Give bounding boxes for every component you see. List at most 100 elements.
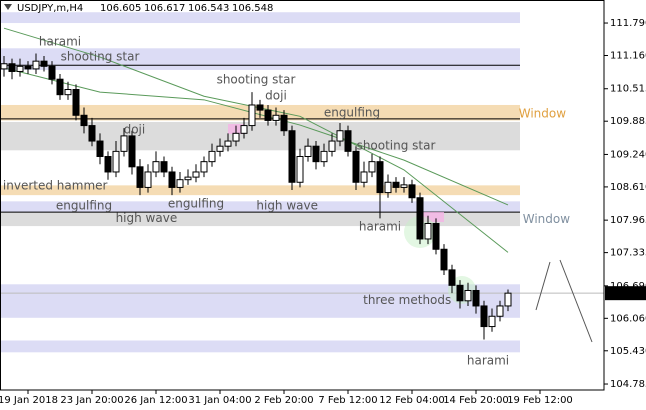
y-tick-label: 105.430: [610, 346, 646, 357]
x-tick-label: 14 Feb 20:00: [443, 395, 509, 406]
candle-body: [232, 132, 240, 142]
zone: [0, 284, 520, 318]
candle-body: [272, 114, 280, 121]
candle-body: [200, 161, 208, 173]
candle-body: [216, 145, 224, 152]
annotation: Window: [523, 212, 571, 226]
zone: [0, 48, 520, 70]
x-tick-label: 19 Jan 2018: [0, 395, 58, 406]
candle-body: [32, 60, 40, 70]
annotation: shooting star: [61, 50, 140, 64]
candle-body: [304, 145, 312, 158]
candle-body: [80, 114, 88, 127]
candle-body: [360, 171, 368, 183]
candle-body: [448, 269, 456, 286]
candle-body: [96, 140, 104, 158]
annotation: inverted hammer: [3, 178, 108, 192]
candle-body: [40, 60, 48, 67]
annotation: Window: [519, 107, 567, 121]
annotation: engulfing: [168, 196, 224, 210]
candle-body: [480, 305, 488, 328]
x-tick-label: 19 Feb 12:00: [507, 395, 573, 406]
candle-body: [296, 156, 304, 183]
candle-body: [0, 63, 8, 70]
candle-body: [184, 176, 192, 181]
candle-body: [504, 292, 512, 307]
candle-body: [128, 135, 136, 168]
candle-body: [376, 161, 384, 194]
candle-body: [440, 248, 448, 271]
candle-body: [56, 78, 64, 96]
candle-body: [336, 130, 344, 142]
candle-body: [88, 125, 96, 142]
candle-body: [288, 130, 296, 183]
candle-body: [432, 222, 440, 250]
candle-body: [352, 150, 360, 183]
candle-body: [72, 89, 80, 116]
candle-body: [240, 125, 248, 134]
annotation: high wave: [116, 211, 178, 225]
projection: [535, 261, 551, 311]
annotation: high wave: [256, 198, 318, 212]
candle-body: [208, 150, 216, 163]
candle-body: [344, 130, 352, 152]
annotation: harami: [359, 220, 401, 234]
x-tick-label: 2 Feb 20:00: [254, 395, 313, 406]
candle-body: [496, 305, 504, 317]
price-label: 106.548: [609, 288, 646, 299]
x-tick-label: 26 Jan 12:00: [124, 395, 187, 406]
candle-body: [24, 65, 32, 70]
candle-body: [104, 156, 112, 173]
annotation: three methods: [363, 293, 451, 307]
annotation: shooting star: [217, 73, 296, 87]
candle-body: [424, 222, 432, 240]
candle-body: [400, 184, 408, 188]
candle-body: [192, 171, 200, 178]
zone: [0, 12, 520, 24]
header-value: 106.548: [232, 3, 273, 14]
x-tick-label: 7 Feb 12:00: [318, 395, 377, 406]
y-tick-label: 109.240: [610, 149, 646, 160]
candles: [0, 53, 512, 340]
candle-body: [152, 161, 160, 173]
annotation: engulfing: [56, 198, 112, 212]
annotation: harami: [39, 35, 81, 49]
y-tick-label: 106.060: [610, 313, 646, 324]
candle-body: [136, 166, 144, 188]
y-tick-label: 109.885: [610, 116, 646, 127]
y-tick-label: 107.965: [610, 215, 646, 226]
projection: [559, 259, 593, 343]
y-tick-label: 110.515: [610, 84, 646, 95]
header-values: 106.605 106.617 106.543 106.548: [100, 3, 273, 14]
zone: [0, 185, 520, 196]
y-tick-label: 111.790: [610, 18, 646, 29]
header-value: 106.543: [188, 3, 229, 14]
candle-body: [408, 184, 416, 199]
pattern-highlight: [418, 212, 444, 222]
annotation: shooting star: [357, 139, 436, 153]
zone: [0, 201, 520, 213]
x-tick-label: 12 Feb 04:00: [379, 395, 445, 406]
candle-body: [176, 179, 184, 188]
candle-body: [224, 140, 232, 147]
y-tick-label: 104.785: [610, 379, 646, 390]
candle-body: [280, 114, 288, 132]
candle-body: [328, 140, 336, 152]
candle-body: [368, 161, 376, 173]
candle-body: [456, 284, 464, 302]
candle-body: [112, 150, 120, 173]
candle-body: [464, 289, 472, 302]
candle-body: [168, 171, 176, 188]
candle-body: [64, 89, 72, 96]
zone: [0, 340, 520, 353]
candle-body: [48, 65, 56, 80]
candle-body: [120, 135, 128, 152]
candle-body: [144, 171, 152, 188]
candle-body: [488, 315, 496, 328]
annotation: doji: [124, 123, 146, 137]
candle-body: [8, 63, 16, 72]
header-value: 106.605: [100, 3, 141, 14]
candle-body: [248, 104, 256, 127]
